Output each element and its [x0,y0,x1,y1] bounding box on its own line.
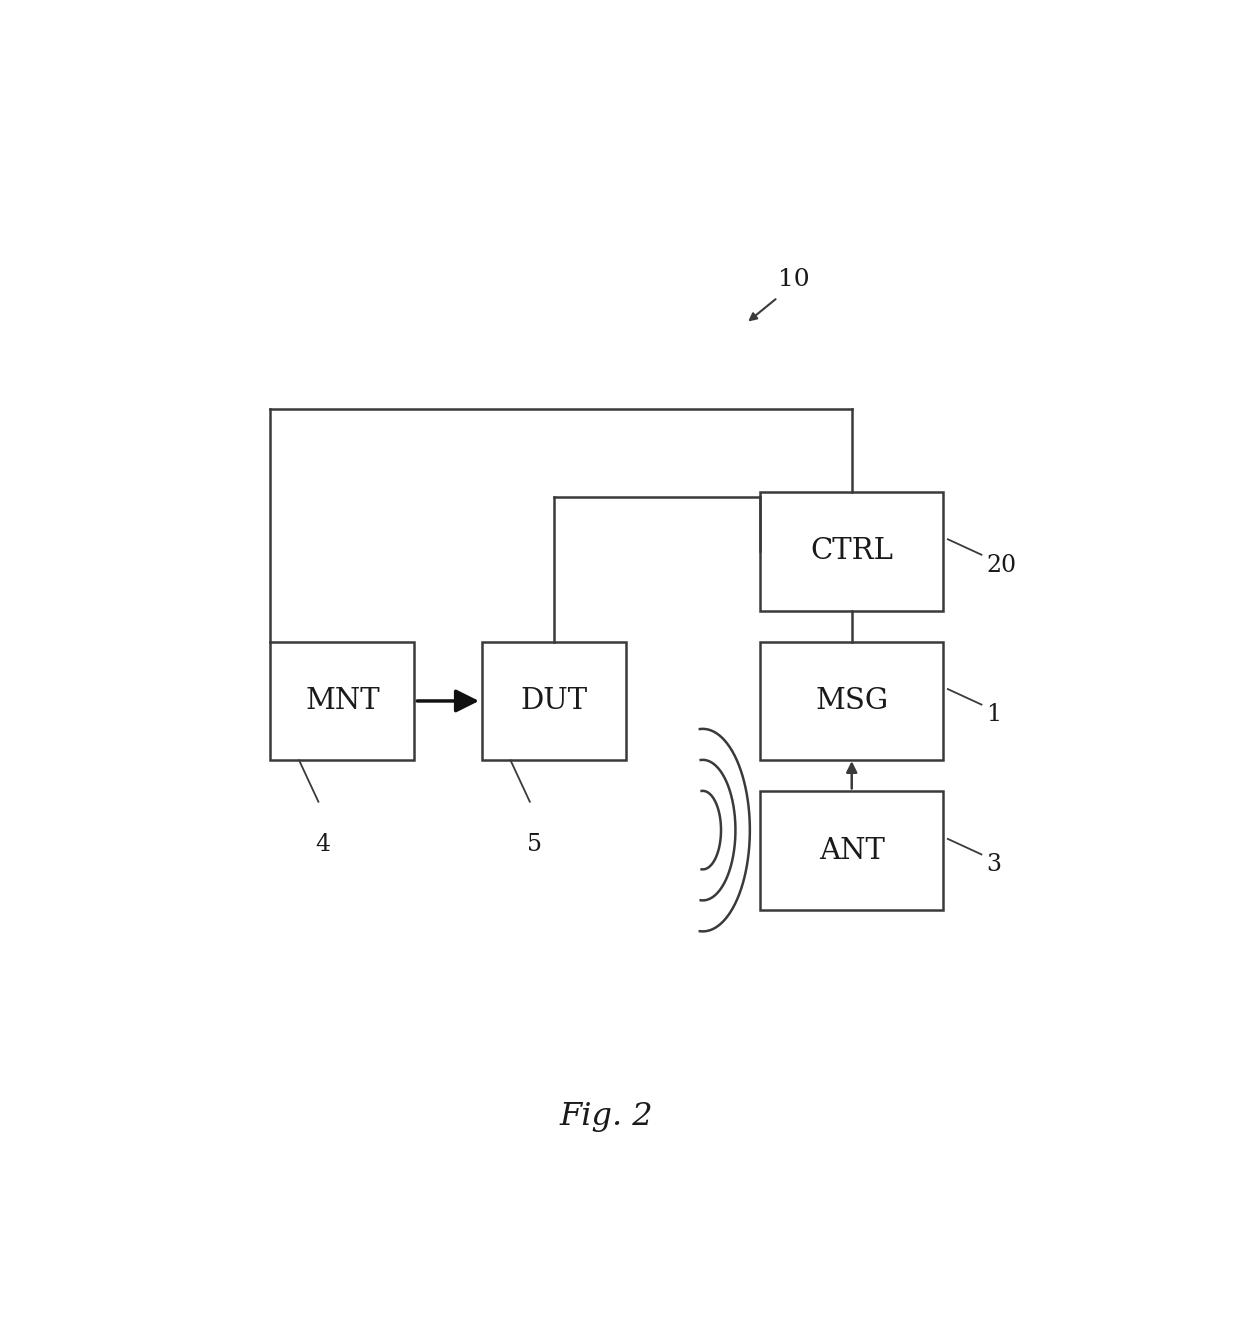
Bar [270,641,414,761]
Text: MSG: MSG [815,687,888,715]
Text: 3: 3 [986,854,1001,876]
Text: MNT: MNT [305,687,379,715]
Bar [760,641,942,761]
Text: 4: 4 [316,832,331,856]
Text: CTRL: CTRL [810,537,893,565]
Text: 5: 5 [527,832,542,856]
Text: DUT: DUT [521,687,588,715]
Bar [760,491,942,611]
Text: 20: 20 [986,554,1017,577]
Text: ANT: ANT [818,837,884,864]
Bar [481,641,626,761]
Text: 1: 1 [986,703,1002,726]
Text: 10: 10 [779,268,810,291]
Bar [760,792,942,910]
Text: Fig. 2: Fig. 2 [559,1102,653,1133]
